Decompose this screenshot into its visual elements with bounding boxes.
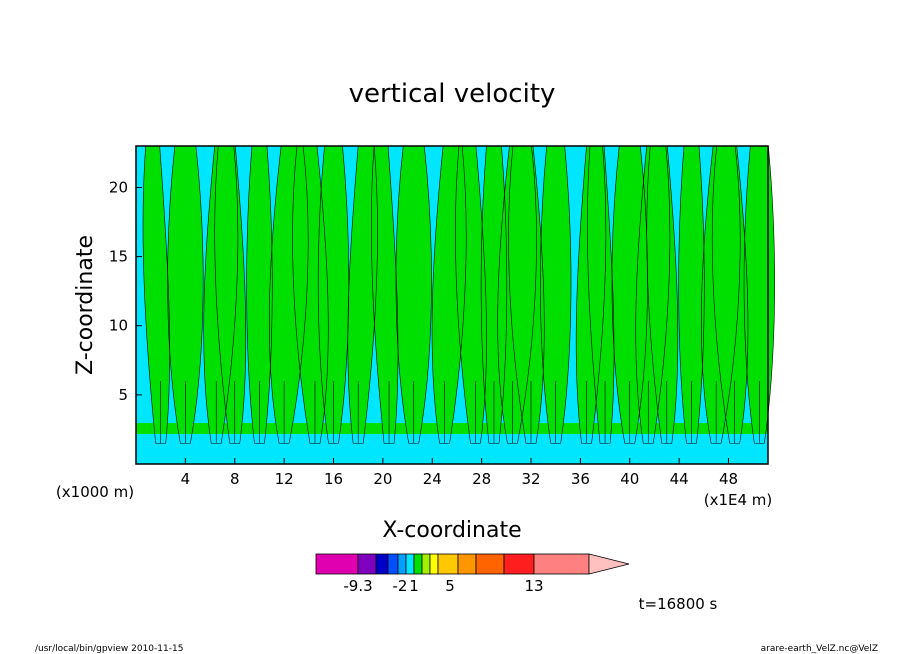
colorbar-segment	[375, 553, 389, 575]
colorbar-tick-label: -2	[393, 577, 408, 595]
x-tick-label: 12	[275, 470, 294, 488]
colorbar-segment	[413, 553, 423, 575]
colorbar-segment	[429, 553, 439, 575]
plot-frame	[135, 145, 769, 465]
x-tick-label: 4	[181, 470, 191, 488]
colorbar-tick-label: 13	[524, 577, 543, 595]
x-tick-label: 16	[324, 470, 343, 488]
x-tick-label: 8	[230, 470, 240, 488]
plot-area	[135, 145, 775, 465]
y-axis-label: Z-coordinate	[73, 235, 98, 375]
colorbar-segment	[387, 553, 399, 575]
footer-right: arare-earth_VelZ.nc@VelZ	[761, 644, 878, 654]
updraft-plume	[508, 146, 545, 444]
x-axis-label: X-coordinate	[382, 518, 521, 543]
colorbar-segment	[405, 553, 415, 575]
colorbar-tick-label: 1	[409, 577, 419, 595]
x-tick-label: 24	[423, 470, 442, 488]
colorbar-segment	[397, 553, 407, 575]
updraft-plume	[587, 146, 615, 444]
x-axis: 4 8 12 16 20 24 28 32 36 40 44 48	[181, 458, 738, 488]
x-tick-label: 44	[670, 470, 689, 488]
updraft-plume	[143, 146, 170, 444]
colorbar: -9.3 -2 1 5 13	[315, 553, 630, 595]
updraft-plume	[678, 146, 705, 444]
updraft-plume	[744, 146, 775, 444]
x-tick-label: 32	[521, 470, 540, 488]
colorbar-segment	[503, 553, 535, 575]
updraft-plume	[395, 146, 432, 444]
colorbar-segment	[533, 553, 590, 575]
chart-title: vertical velocity	[349, 79, 556, 109]
colorbar-segment	[357, 553, 377, 575]
colorbar-segment	[315, 553, 359, 575]
x-tick-label: 20	[373, 470, 392, 488]
footer-left: /usr/local/bin/gpview 2010-11-15	[35, 644, 183, 654]
y-tick-label: 5	[118, 386, 128, 404]
x-unit-right: (x1E4 m)	[704, 491, 773, 509]
updraft-plume	[347, 146, 378, 444]
colorbar-segment	[457, 553, 477, 575]
colorbar-tick-label: -9.3	[343, 577, 372, 595]
y-tick-label: 15	[109, 248, 128, 266]
updraft-plume	[712, 146, 748, 444]
colorbar-extension-arrow	[588, 553, 630, 575]
updraft-plume	[371, 146, 399, 444]
colorbar-tick-label: 5	[445, 577, 455, 595]
colorbar-segment	[437, 553, 459, 575]
x-tick-label: 28	[472, 470, 491, 488]
x-unit-left: (x1000 m)	[56, 483, 134, 501]
updraft-plume	[455, 146, 487, 444]
x-tick-label: 48	[719, 470, 738, 488]
time-label: t=16800 s	[639, 595, 718, 613]
updraft-plume	[246, 146, 273, 444]
y-tick-label: 20	[109, 178, 128, 196]
updraft-plume	[318, 146, 349, 444]
x-tick-label: 36	[571, 470, 590, 488]
y-tick-label: 10	[109, 317, 128, 335]
colorbar-segment	[421, 553, 431, 575]
updraft-plume	[540, 146, 572, 444]
low-level-band	[136, 434, 768, 464]
updraft-plume	[167, 146, 204, 444]
x-tick-label: 40	[620, 470, 639, 488]
y-axis: 5 10 15 20	[109, 178, 142, 404]
colorbar-segment	[475, 553, 505, 575]
